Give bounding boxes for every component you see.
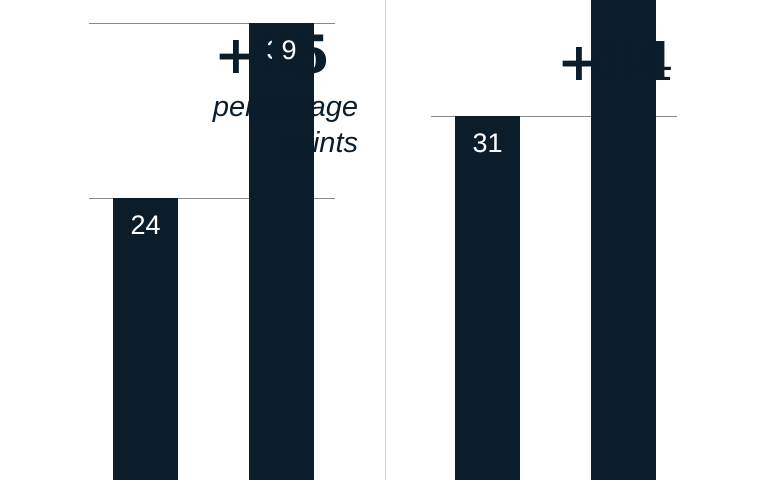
difference-annotation: +14 <box>557 32 673 93</box>
difference-unit-line-2: points <box>280 127 358 159</box>
bar-value-label-2: 39 <box>266 35 296 65</box>
bar-value-label-1: 24 <box>130 210 160 240</box>
panel-divider <box>385 0 386 480</box>
difference-unit-line-1: percentage <box>212 91 358 123</box>
bar-2 <box>249 23 314 480</box>
bar-1 <box>113 198 178 480</box>
bar-1 <box>455 116 520 480</box>
difference-annotation: +15 <box>214 25 330 86</box>
chart-panel-1: 24 39+15 percentage points <box>89 23 358 480</box>
bar-value-label-1: 31 <box>472 128 502 158</box>
chart-panel-2: 3145+14 <box>431 0 677 480</box>
bar-2 <box>591 0 656 480</box>
